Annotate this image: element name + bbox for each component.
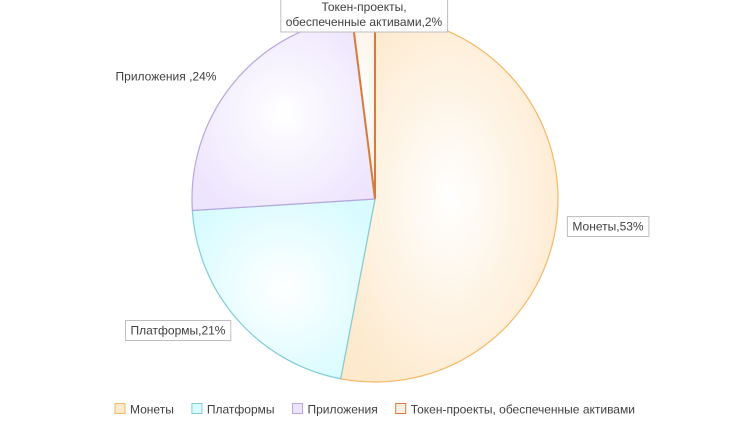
data-label-box — [280, 0, 449, 33]
data-label-box — [125, 320, 232, 341]
legend-swatch — [292, 403, 303, 414]
data-label-text: Токен-проекты, — [321, 0, 406, 14]
legend-label: Токен-проекты, обеспеченные активами — [411, 403, 635, 417]
legend: Монеты Платформы Приложения Токен-проекты, … — [114, 403, 635, 417]
legend-item-token-projects: Токен-проекты, обеспеченные активами — [395, 403, 635, 417]
data-label-text: Монеты,53% — [572, 220, 644, 234]
legend-item-apps: Приложения — [292, 403, 378, 417]
legend-swatch — [191, 403, 203, 414]
data-label-text: Приложения ,24% — [116, 70, 217, 84]
legend-label: Платформы — [207, 403, 275, 417]
legend-item-coins: Монеты — [114, 403, 174, 417]
data-label-box — [566, 216, 650, 237]
pie-slice-coins — [340, 15, 559, 383]
data-labels: Монеты,53% Платформы,21% Приложения ,24% То… — [116, 0, 650, 341]
data-label-text: Платформы,21% — [131, 324, 226, 338]
legend-label: Монеты — [130, 403, 174, 417]
legend-swatch — [395, 403, 407, 414]
data-label-token-projects: Токен-проекты,обеспеченные активами,2% — [280, 0, 449, 33]
pie-slice-apps — [191, 16, 376, 212]
data-label-apps: Приложения ,24% — [116, 70, 217, 84]
data-label-coins: Монеты,53% — [566, 216, 650, 237]
legend-item-platforms: Платформы — [191, 403, 275, 417]
pie-slices — [191, 14, 559, 383]
legend-label: Приложения — [308, 403, 378, 417]
pie-slice-platforms — [191, 198, 376, 380]
data-label-platforms: Платформы,21% — [125, 320, 232, 341]
data-label-text: обеспеченные активами,2% — [286, 15, 443, 29]
legend-swatch — [114, 403, 126, 414]
